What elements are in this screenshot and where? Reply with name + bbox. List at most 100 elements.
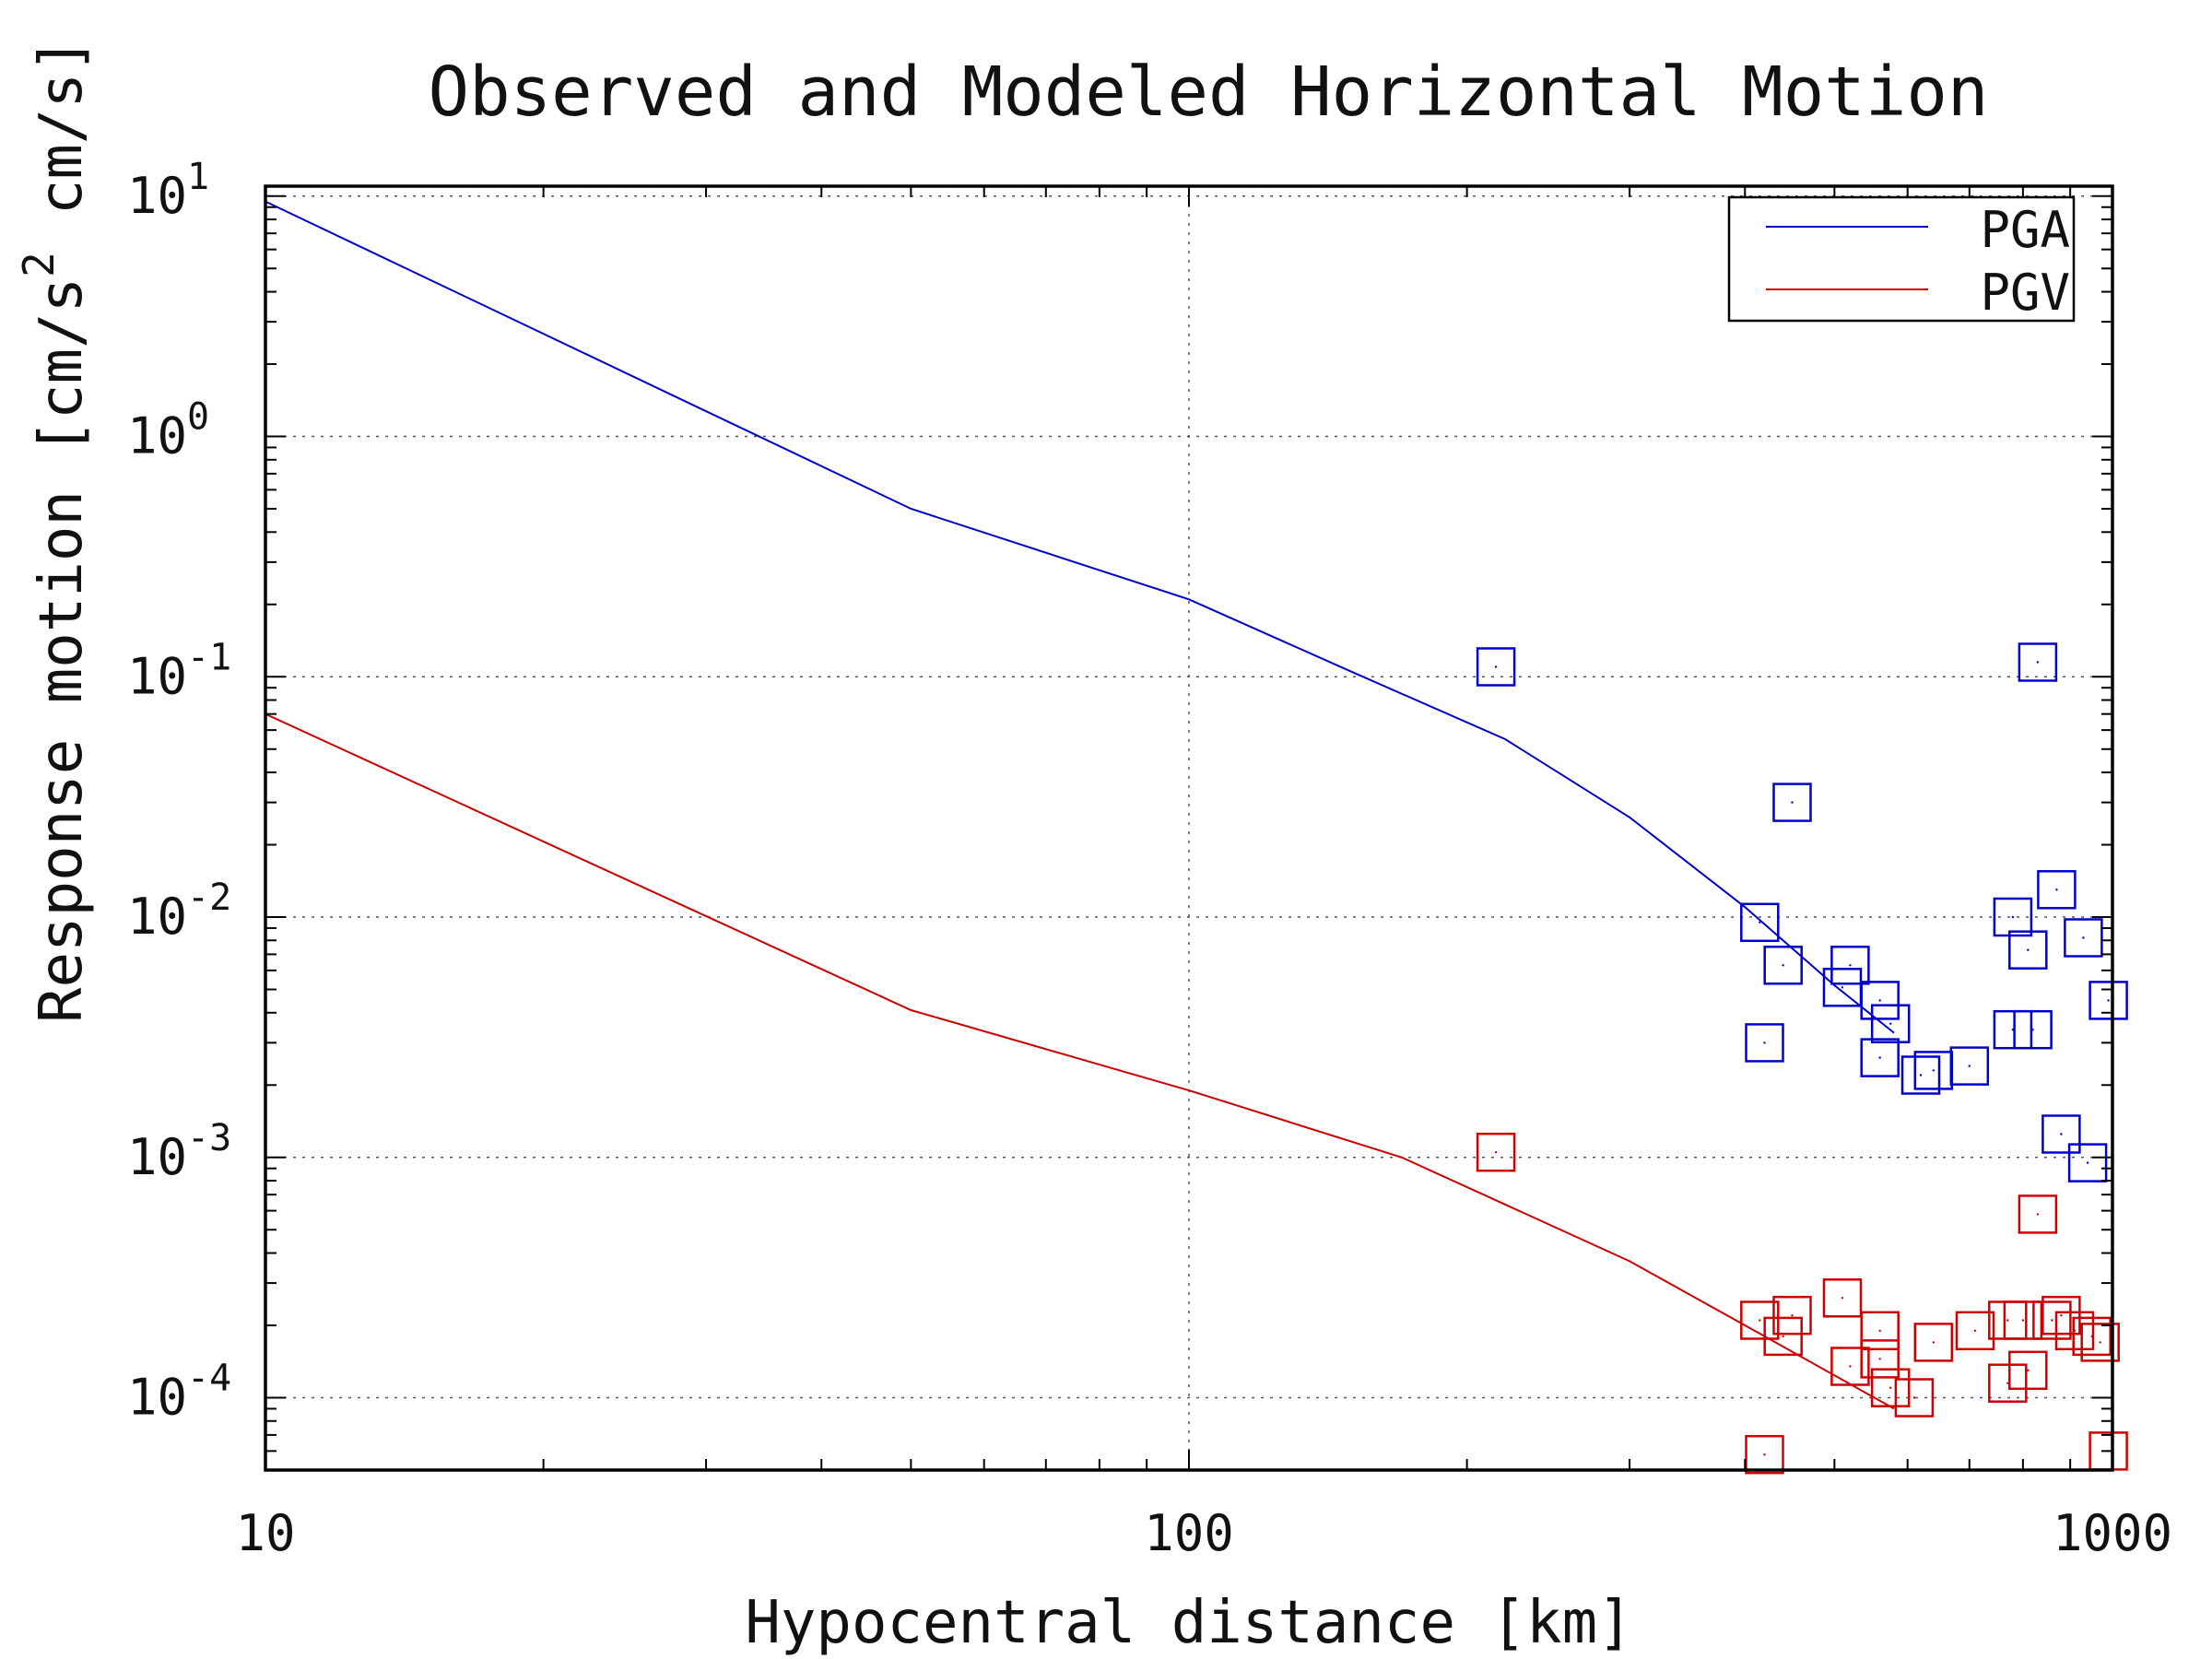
observed-point-center	[2031, 1029, 2034, 1031]
x-axis-label: Hypocentral distance [km]	[745, 1589, 1632, 1657]
observed-point-center	[1841, 1297, 1844, 1300]
observed-point-center	[1759, 1319, 1761, 1322]
chart-title: Observed and Modeled Horizontal Motion	[429, 53, 1989, 132]
observed-point-center	[1932, 1069, 1935, 1072]
legend-box	[1727, 195, 2076, 323]
observed-point-center	[1973, 1329, 1977, 1333]
observed-point-center	[1889, 1386, 1892, 1389]
y-tick-label-exponent: -4	[187, 1358, 231, 1400]
observed-point-pgv	[1476, 1132, 1516, 1172]
y-axis-label-main: Response motion [cm/s	[28, 277, 96, 1023]
observed-point-pgv	[1745, 1434, 1784, 1475]
observed-point-center	[2027, 1369, 2030, 1372]
observed-point-center	[1912, 1396, 1916, 1399]
y-tick-label-base: 10	[127, 1128, 187, 1186]
y-tick-label: 10-4	[127, 1358, 231, 1427]
observed-point-center	[2006, 1319, 2009, 1322]
observed-point-pgv	[1894, 1378, 1935, 1418]
x-tick-labels: 10 100 1000	[235, 1504, 2172, 1562]
y-tick-label: 10-2	[127, 877, 231, 946]
observed-point-center	[1889, 1022, 1892, 1025]
observed-point-center	[1759, 921, 1761, 924]
observed-point-center	[2090, 1335, 2093, 1338]
observed-point-pga	[1993, 1009, 2033, 1050]
observed-point-pga	[2013, 1009, 2053, 1050]
y-tick-label-exponent: -1	[187, 636, 231, 678]
observed-point-pgv	[2080, 1323, 2120, 1362]
observed-point-center	[2086, 1161, 2089, 1164]
observed-point-center	[1782, 1335, 1784, 1338]
observed-point-pgv	[1913, 1323, 1954, 1362]
observed-point-center	[1878, 1358, 1881, 1360]
observed-point-pgv	[2032, 1300, 2072, 1340]
y-axis-label-text: Response motion [cm/s2 cm/s]	[14, 37, 96, 1023]
observed-point-center	[1878, 999, 1881, 1002]
observed-point-pgv	[2072, 1316, 2112, 1357]
observed-point-pga	[1860, 1038, 1900, 1077]
observed-point-center	[1791, 801, 1794, 804]
observed-point-center	[2036, 661, 2040, 664]
observed-point-center	[2021, 1319, 2025, 1322]
observed-point-pgv	[2018, 1194, 2058, 1234]
legend-label-pgv: PGV	[1980, 264, 2070, 322]
y-axis-label-tail: cm/s]	[28, 37, 96, 215]
observed-point-center	[2060, 1133, 2063, 1135]
y-tick-label-base: 10	[127, 407, 187, 465]
model-curve-pga	[265, 200, 1895, 1034]
observed-point-pga	[1900, 1055, 1941, 1095]
observed-point-pgv	[2003, 1300, 2043, 1340]
observed-point-center	[2036, 1213, 2040, 1216]
observed-point-pga	[1949, 1046, 1990, 1086]
observed-point-center	[1782, 964, 1784, 967]
x-tick-label: 1000	[2053, 1504, 2172, 1562]
y-tick-label: 10-3	[127, 1117, 231, 1186]
observed-point-pgv	[2008, 1350, 2048, 1391]
y-tick-label: 100	[127, 396, 209, 465]
y-tick-label-exponent: -2	[187, 877, 231, 919]
observed-point-pgv	[1860, 1311, 1900, 1351]
observed-point-center	[1849, 1365, 1852, 1368]
y-tick-label-base: 10	[127, 1369, 187, 1427]
y-tick-label-exponent: -3	[187, 1117, 231, 1159]
observed-point-center	[2051, 1319, 2053, 1322]
y-axis-label-superscript: 2	[14, 252, 64, 277]
axes	[264, 184, 2114, 1472]
observed-point-center	[1494, 1151, 1498, 1154]
observed-point-pga	[1993, 897, 2033, 937]
observed-point-center	[1763, 1453, 1766, 1456]
observed-point-center	[1841, 986, 1844, 989]
observed-point-center	[1968, 1065, 1971, 1067]
observed-point-pga	[1763, 946, 1803, 985]
observed-point-center	[2055, 888, 2058, 891]
observed-point-pga	[2064, 918, 2103, 958]
observed-point-pga	[2008, 930, 2048, 970]
y-tick-label-exponent: 1	[187, 156, 209, 198]
observed-point-center	[1919, 1074, 1923, 1077]
observed-point-pgv	[1988, 1363, 2028, 1403]
observed-point-center	[1878, 1056, 1881, 1059]
observed-point-pga	[2018, 642, 2058, 682]
observed-point-center	[1878, 1329, 1881, 1333]
observed-point-center	[2107, 999, 2110, 1002]
series-pga	[265, 200, 2128, 1182]
observed-point-pga	[1860, 981, 1900, 1020]
y-tick-label-base: 10	[127, 167, 187, 225]
observed-point-center	[1791, 1314, 1794, 1317]
series-pgv	[265, 712, 2128, 1475]
observed-point-pga	[1740, 902, 1780, 943]
observed-point-center	[2060, 1314, 2063, 1317]
legend-label-pga: PGA	[1980, 201, 2070, 259]
observed-point-pgv	[2041, 1295, 2081, 1335]
observed-point-pgv	[2054, 1311, 2095, 1351]
observed-point-pga	[2037, 870, 2077, 910]
observed-point-pga	[1830, 946, 1870, 985]
series-layer	[265, 200, 2128, 1475]
observed-point-center	[2006, 1382, 2009, 1384]
model-curve-pgv	[265, 712, 1895, 1410]
observed-point-pgv	[1955, 1311, 1995, 1351]
y-axis-label: Response motion [cm/s2 cm/s]	[14, 37, 96, 1023]
observed-point-center	[1763, 1041, 1766, 1044]
observed-point-pgv	[1740, 1300, 1780, 1340]
